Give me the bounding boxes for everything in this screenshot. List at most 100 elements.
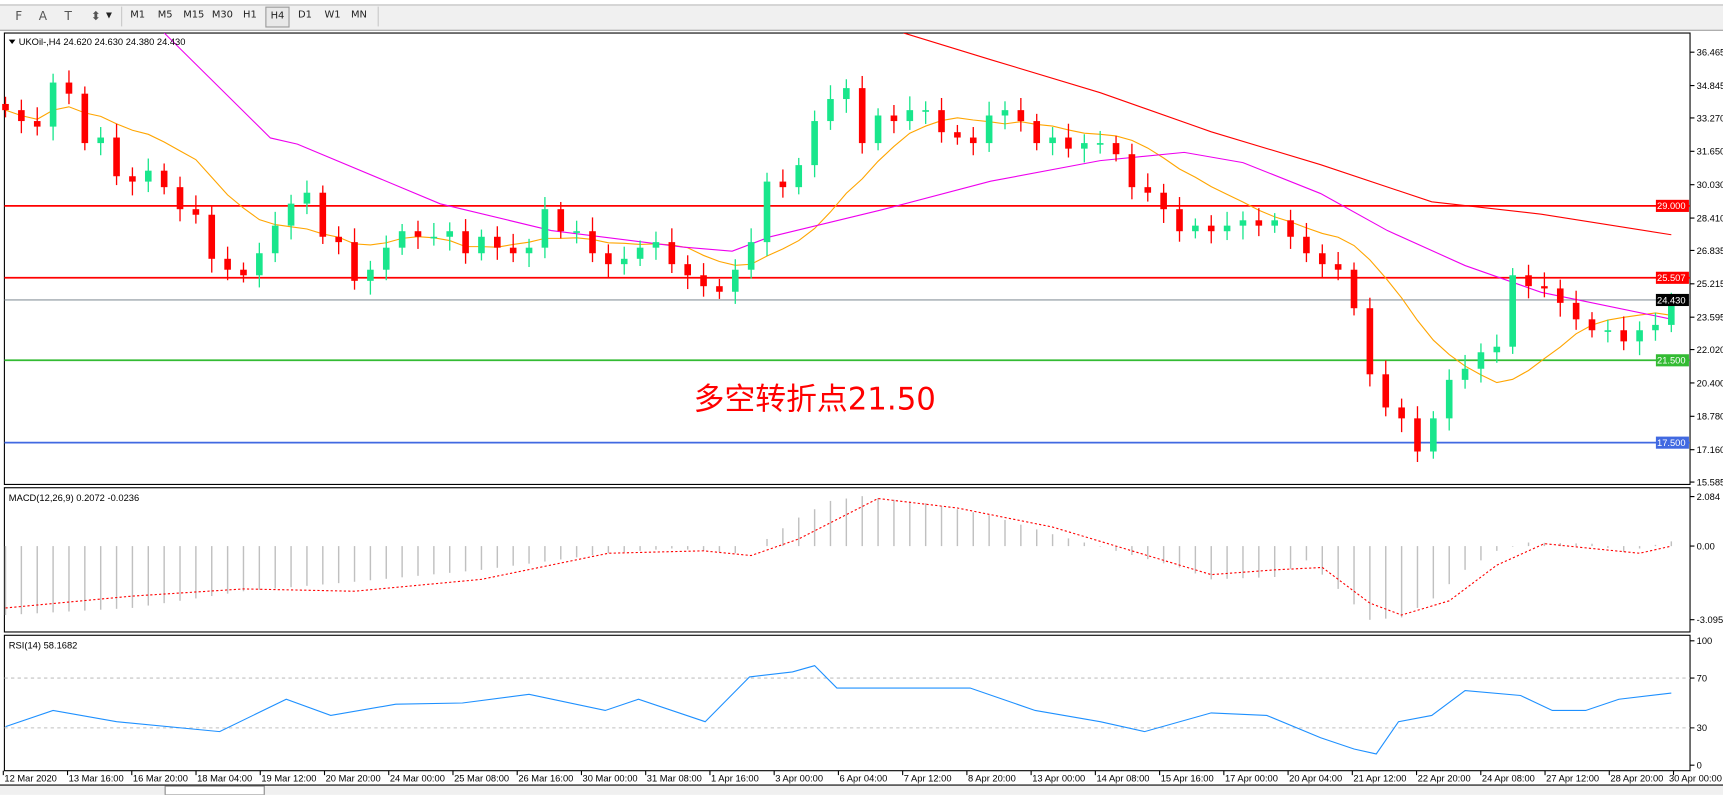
time-axis-label: 3 Apr 00:00 <box>775 774 823 784</box>
candle-body <box>731 269 739 292</box>
period-button-d1[interactable]: D1 <box>298 9 312 21</box>
candle <box>795 157 803 195</box>
candle-body <box>160 170 168 188</box>
candle <box>954 124 961 145</box>
candle <box>271 211 279 263</box>
candle-body <box>1255 220 1263 226</box>
period-button-mn[interactable]: MN <box>350 9 367 21</box>
candle-body <box>636 247 644 259</box>
time-axis-label: 25 Mar 08:00 <box>454 774 509 784</box>
candle <box>858 75 866 154</box>
candle <box>684 255 691 290</box>
arrows-icon[interactable]: ⬍ <box>90 8 101 24</box>
chevron-down-icon[interactable]: ▼ <box>106 11 112 20</box>
price-axis-label: 20.400 <box>1697 378 1723 388</box>
candle-body <box>478 236 485 254</box>
candle <box>319 185 327 244</box>
price-axis-label: 15.585 <box>1697 477 1723 487</box>
candle-body <box>367 269 374 281</box>
time-axis-label: 21 Apr 12:00 <box>1353 774 1406 784</box>
candle-body <box>1366 308 1374 375</box>
candle-body <box>1239 220 1247 226</box>
chart-header-label: UKOil-,H4 24.620 24.630 24.380 24.430 <box>19 37 186 47</box>
candle-body <box>541 209 549 248</box>
candle-body <box>509 247 517 254</box>
candle <box>208 205 216 273</box>
candle-body <box>271 225 279 254</box>
time-axis-label: 13 Mar 16:00 <box>69 774 124 784</box>
candle-body <box>1541 286 1548 289</box>
moving-average-line <box>5 106 1672 384</box>
candle <box>843 79 850 113</box>
candle <box>541 197 549 259</box>
fibo-fan-icon[interactable]: F <box>15 8 23 24</box>
candle <box>129 167 136 196</box>
candle-body <box>303 192 311 204</box>
period-button-h4[interactable]: H4 <box>265 6 290 28</box>
candle-body <box>589 231 596 254</box>
chart-tab <box>164 785 265 795</box>
candle <box>335 226 342 255</box>
time-axis-label: 6 Apr 04:00 <box>840 774 888 784</box>
time-axis-label: 28 Apr 20:00 <box>1610 774 1663 784</box>
candle-body <box>652 242 660 248</box>
moving-average-line <box>163 33 1672 320</box>
candle-body <box>1477 352 1485 369</box>
candle <box>1334 252 1342 281</box>
time-axis-label: 20 Mar 20:00 <box>326 774 381 784</box>
candle <box>1017 98 1025 132</box>
candle <box>1493 334 1501 363</box>
candle <box>33 107 41 136</box>
period-button-m15[interactable]: M15 <box>183 9 205 21</box>
candle <box>1652 312 1659 341</box>
candle <box>747 228 755 279</box>
text-icon[interactable]: A <box>38 8 48 24</box>
candle <box>192 195 200 224</box>
candle-body <box>779 181 787 188</box>
rsi-axis-label: 0 <box>1697 760 1702 770</box>
period-button-m30[interactable]: M30 <box>211 9 233 21</box>
candle <box>65 70 73 105</box>
candle <box>351 228 358 290</box>
candle <box>303 180 311 215</box>
period-button-h1[interactable]: H1 <box>243 9 257 21</box>
candle-body <box>620 258 628 265</box>
candle-body <box>1065 137 1072 149</box>
collapse-triangle-icon <box>8 39 16 45</box>
price-axis-label: 31.650 <box>1697 147 1723 157</box>
candle-body <box>335 236 342 243</box>
candle <box>382 235 390 281</box>
candle <box>144 158 152 193</box>
candle-body <box>1350 269 1358 309</box>
candle <box>1223 211 1231 241</box>
candle <box>2 96 9 118</box>
candle <box>1001 101 1009 130</box>
candle <box>1303 222 1310 263</box>
time-axis-label: 22 Apr 20:00 <box>1418 774 1471 784</box>
candle-body <box>573 231 580 233</box>
macd-axis-label: -3.0957 <box>1697 615 1723 625</box>
candle <box>1112 135 1120 162</box>
candle-body <box>351 242 358 281</box>
period-button-m1[interactable]: M1 <box>130 9 146 21</box>
main-price-panel <box>3 32 1691 485</box>
period-button-w1[interactable]: W1 <box>324 9 341 21</box>
period-button-m5[interactable]: M5 <box>157 9 173 21</box>
time-axis-label: 17 Apr 00:00 <box>1225 774 1278 784</box>
candle-body <box>1318 253 1326 265</box>
candle <box>1509 268 1516 354</box>
level-price-tag <box>1655 354 1689 367</box>
candle-body <box>1144 187 1152 193</box>
price-axis-label: 25.215 <box>1697 279 1723 289</box>
level-price-tag <box>1655 293 1689 307</box>
candle <box>97 127 104 156</box>
candle <box>1382 360 1390 417</box>
candle <box>1065 123 1072 158</box>
rsi-axis-label: 100 <box>1697 636 1713 646</box>
candle-body <box>240 269 247 276</box>
toolbar: F A T ⬍ ▼ M1 M5 M15 M30 H1 H4 D1 W1 MN <box>0 0 1723 31</box>
candle-body <box>129 176 136 182</box>
text-label-icon[interactable]: T <box>64 8 72 24</box>
price-axis-label: 26.835 <box>1697 246 1723 256</box>
